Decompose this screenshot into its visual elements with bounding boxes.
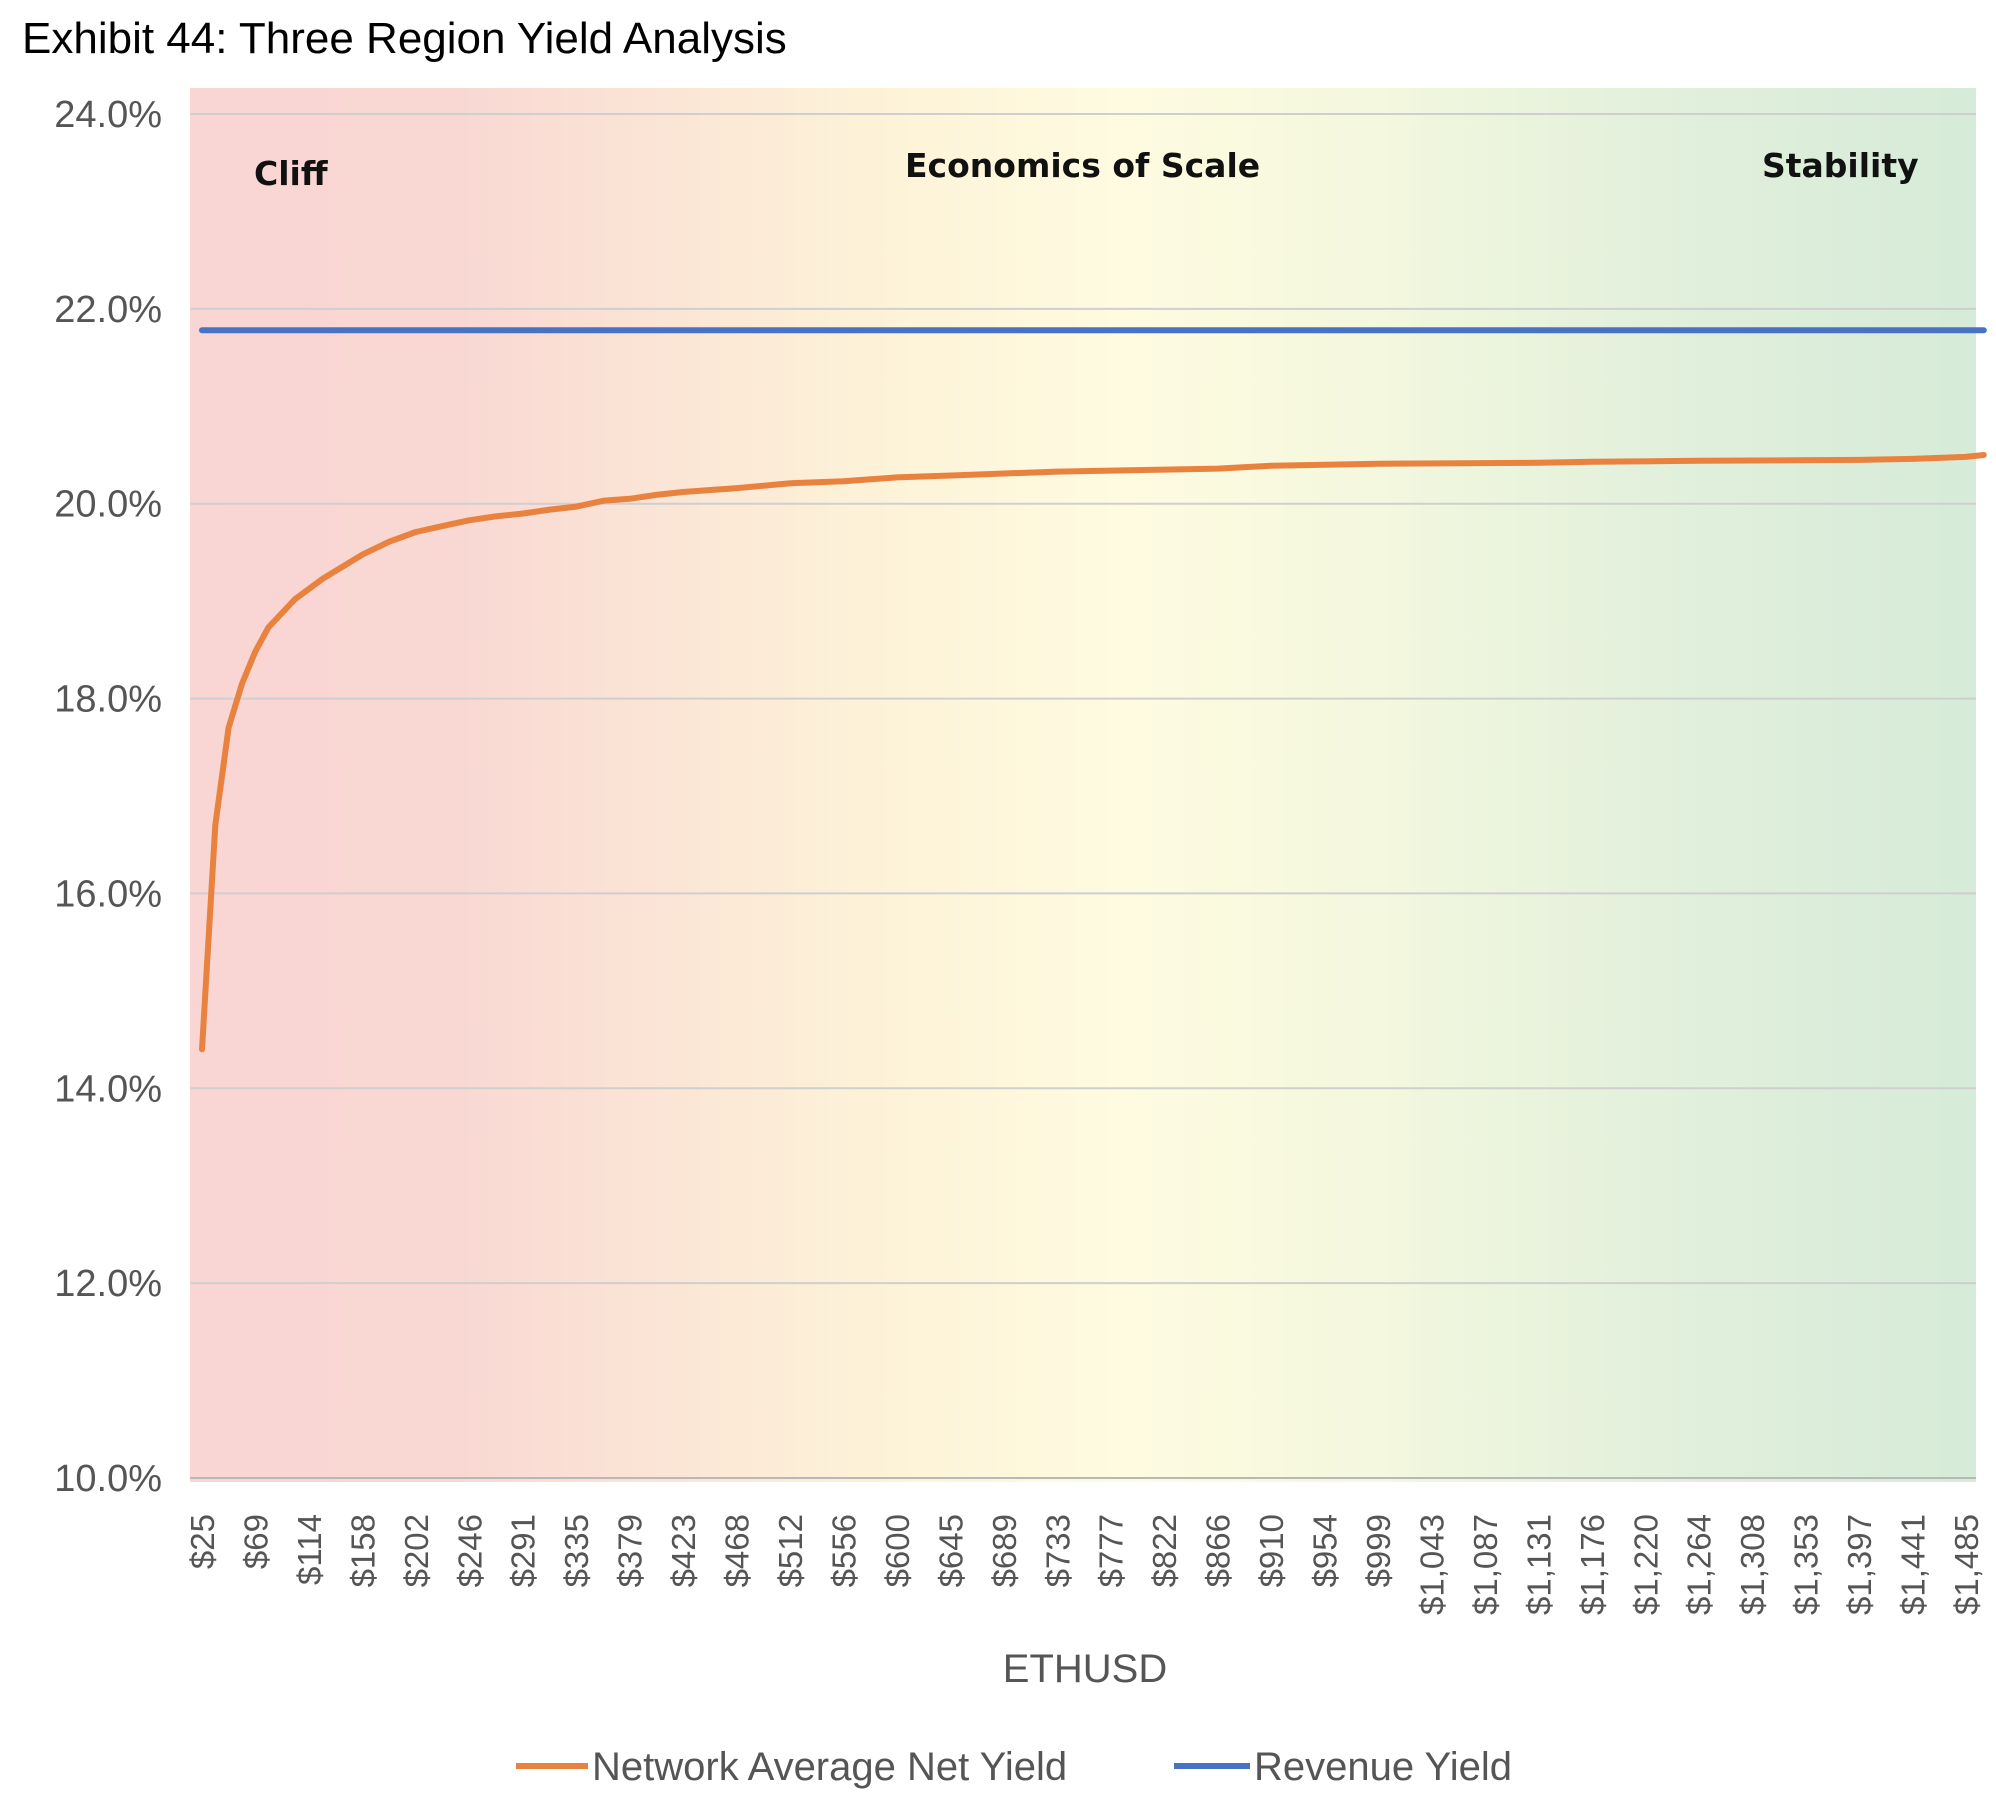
legend-label-network-average-net-yield: Network Average Net Yield <box>592 1745 1067 1789</box>
x-tick-label: $158 <box>344 1514 381 1587</box>
y-tick-label: 10.0% <box>54 1458 162 1500</box>
x-tick-label: $1,131 <box>1520 1514 1557 1615</box>
y-tick-label: 18.0% <box>54 679 162 721</box>
region-label-cliff: Cliff <box>254 154 329 193</box>
x-tick-label: $1,308 <box>1734 1514 1771 1615</box>
x-tick-label: $114 <box>291 1514 328 1585</box>
x-tick-label: $1,441 <box>1895 1514 1932 1615</box>
x-tick-label: $954 <box>1307 1514 1344 1587</box>
x-tick-label: $291 <box>505 1514 542 1587</box>
x-tick-label: $1,220 <box>1627 1514 1664 1615</box>
x-tick-label: $1,485 <box>1948 1514 1985 1615</box>
x-tick-label: $1,353 <box>1788 1514 1825 1615</box>
x-tick-label: $468 <box>719 1514 756 1587</box>
y-tick-label: 16.0% <box>54 873 162 915</box>
y-axis-ticks: 10.0% 12.0% 14.0% 16.0% 18.0% 20.0% 22.0% 24.0% <box>54 94 162 1500</box>
x-tick-label: $777 <box>1093 1514 1130 1587</box>
grid-lines <box>190 113 1976 1479</box>
x-tick-label: $512 <box>772 1514 809 1587</box>
x-tick-label: $1,176 <box>1574 1514 1611 1615</box>
y-tick-label: 20.0% <box>54 484 162 526</box>
y-tick-label: 22.0% <box>54 289 162 331</box>
plot-background <box>190 88 1976 1482</box>
x-tick-label: $733 <box>1039 1514 1076 1587</box>
region-label-stability: Stability <box>1762 146 1919 185</box>
x-tick-label: $999 <box>1360 1514 1397 1587</box>
region-label-economics-of-scale: Economics of Scale <box>905 146 1260 185</box>
x-tick-label: $1,087 <box>1467 1514 1504 1615</box>
chart-title: Exhibit 44: Three Region Yield Analysis <box>22 14 787 63</box>
x-tick-label: $423 <box>665 1514 702 1587</box>
x-tick-label: $335 <box>558 1514 595 1587</box>
series-lines <box>199 327 1987 1053</box>
x-axis-title: ETHUSD <box>1003 1647 1167 1691</box>
x-tick-label: $246 <box>451 1514 488 1587</box>
x-tick-label: $600 <box>879 1514 916 1587</box>
x-tick-label: $822 <box>1146 1514 1183 1587</box>
x-tick-label: $202 <box>398 1514 435 1587</box>
y-tick-label: 14.0% <box>54 1068 162 1110</box>
x-tick-label: $556 <box>825 1514 862 1587</box>
x-tick-label: $1,043 <box>1413 1514 1450 1615</box>
legend-label-revenue-yield: Revenue Yield <box>1254 1745 1512 1789</box>
x-tick-label: $645 <box>932 1514 969 1587</box>
x-tick-label: $25 <box>184 1514 221 1569</box>
x-axis-ticks: $25 $69 $114 $158 $202 $246 $291 $335 $379 $423 $4… <box>184 1514 1985 1615</box>
legend: Network Average Net Yield Revenue Yield <box>516 1745 1512 1789</box>
x-tick-label: $379 <box>612 1514 649 1587</box>
x-tick-label: $910 <box>1253 1514 1290 1587</box>
x-tick-label: $866 <box>1200 1514 1237 1587</box>
x-tick-label: $69 <box>237 1514 274 1569</box>
x-tick-label: $1,397 <box>1841 1514 1878 1615</box>
x-tick-label: $689 <box>986 1514 1023 1587</box>
series-line-network-average-net-yield <box>199 452 1987 1053</box>
x-tick-label: $1,264 <box>1681 1514 1718 1615</box>
y-tick-label: 12.0% <box>54 1263 162 1305</box>
y-tick-label: 24.0% <box>54 94 162 136</box>
